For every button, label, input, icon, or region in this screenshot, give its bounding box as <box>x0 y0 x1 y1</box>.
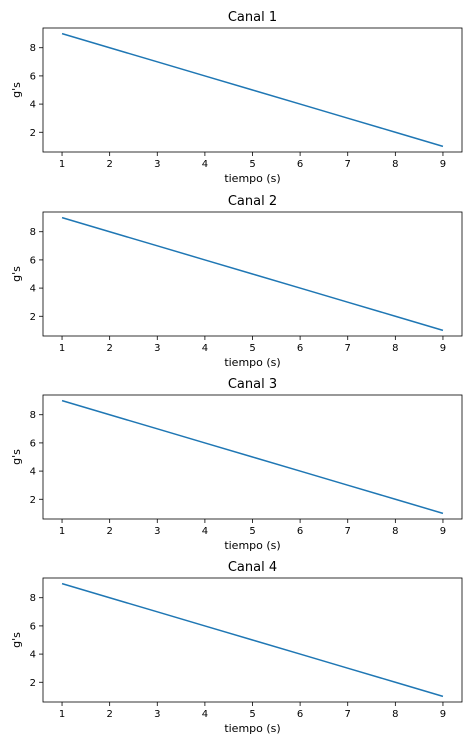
y-tick-label: 4 <box>30 467 36 478</box>
x-tick-label: 2 <box>106 709 112 720</box>
x-tick-label: 7 <box>345 159 351 170</box>
x-tick-label: 3 <box>154 159 160 170</box>
y-tick-label: 6 <box>30 621 36 632</box>
x-tick-label: 3 <box>154 343 160 354</box>
x-tick-label: 4 <box>202 709 208 720</box>
x-tick-label: 3 <box>154 526 160 537</box>
x-tick-label: 5 <box>249 709 255 720</box>
y-tick-label: 8 <box>30 227 36 238</box>
x-tick-label: 9 <box>440 526 446 537</box>
x-tick-label: 7 <box>345 526 351 537</box>
x-tick-label: 4 <box>202 526 208 537</box>
x-tick-label: 8 <box>392 159 398 170</box>
x-tick-label: 8 <box>392 526 398 537</box>
y-tick-label: 6 <box>30 438 36 449</box>
subplot-3: Canal 3 1 2 3 4 5 6 7 8 9 2 4 6 8 tiempo (s) g's <box>10 377 463 552</box>
y-tick-label: 6 <box>30 255 36 266</box>
x-tick-label: 7 <box>345 343 351 354</box>
x-tick-label: 2 <box>106 159 112 170</box>
x-tick-label: 8 <box>392 343 398 354</box>
subplot-title: Canal 3 <box>228 377 277 392</box>
y-axis-label: g's <box>10 632 23 648</box>
subplot-title: Canal 2 <box>228 194 277 209</box>
series-line <box>61 216 444 332</box>
x-tick-label: 9 <box>440 159 446 170</box>
x-tick-label: 6 <box>297 709 303 720</box>
y-axis-label: g's <box>10 82 23 98</box>
y-axis-label: g's <box>10 266 23 282</box>
y-tick-label: 6 <box>30 71 36 82</box>
x-tick-label: 6 <box>297 343 303 354</box>
subplot-4: Canal 4 1 2 3 4 5 6 7 8 9 2 4 6 8 tiempo (s) g's <box>10 560 463 735</box>
x-tick-label: 6 <box>297 159 303 170</box>
x-tick-label: 2 <box>106 343 112 354</box>
y-tick-label: 8 <box>30 410 36 421</box>
series-line <box>61 32 444 148</box>
subplot-title: Canal 4 <box>228 560 277 575</box>
x-tick-label: 9 <box>440 709 446 720</box>
series-line <box>61 582 444 698</box>
x-tick-label: 1 <box>59 709 65 720</box>
x-axis-label: tiempo (s) <box>224 356 280 369</box>
x-tick-label: 6 <box>297 526 303 537</box>
y-tick-label: 2 <box>30 495 36 506</box>
x-tick-label: 8 <box>392 709 398 720</box>
series-line <box>61 399 444 515</box>
subplot-2: Canal 2 1 2 3 4 5 6 7 8 9 2 4 6 8 tiempo (s) g's <box>10 194 463 369</box>
y-tick-label: 8 <box>30 43 36 54</box>
x-tick-label: 9 <box>440 343 446 354</box>
x-tick-label: 5 <box>249 343 255 354</box>
x-tick-label: 5 <box>249 159 255 170</box>
subplot-title: Canal 1 <box>228 10 277 25</box>
x-tick-label: 7 <box>345 709 351 720</box>
x-axis-label: tiempo (s) <box>224 722 280 735</box>
x-tick-label: 1 <box>59 343 65 354</box>
x-tick-label: 1 <box>59 526 65 537</box>
y-tick-label: 4 <box>30 284 36 295</box>
x-tick-label: 1 <box>59 159 65 170</box>
x-tick-label: 4 <box>202 159 208 170</box>
y-tick-label: 2 <box>30 678 36 689</box>
x-axis-label: tiempo (s) <box>224 539 280 552</box>
y-tick-label: 8 <box>30 593 36 604</box>
subplot-1: Canal 1 1 2 3 4 5 6 7 8 9 2 4 6 8 tiempo (s) g's <box>10 10 463 185</box>
x-tick-label: 5 <box>249 526 255 537</box>
y-tick-label: 2 <box>30 128 36 139</box>
x-tick-label: 3 <box>154 709 160 720</box>
y-tick-label: 4 <box>30 650 36 661</box>
x-tick-label: 2 <box>106 526 112 537</box>
y-tick-label: 4 <box>30 100 36 111</box>
x-tick-label: 4 <box>202 343 208 354</box>
x-axis-label: tiempo (s) <box>224 172 280 185</box>
y-tick-label: 2 <box>30 312 36 323</box>
y-axis-label: g's <box>10 449 23 465</box>
